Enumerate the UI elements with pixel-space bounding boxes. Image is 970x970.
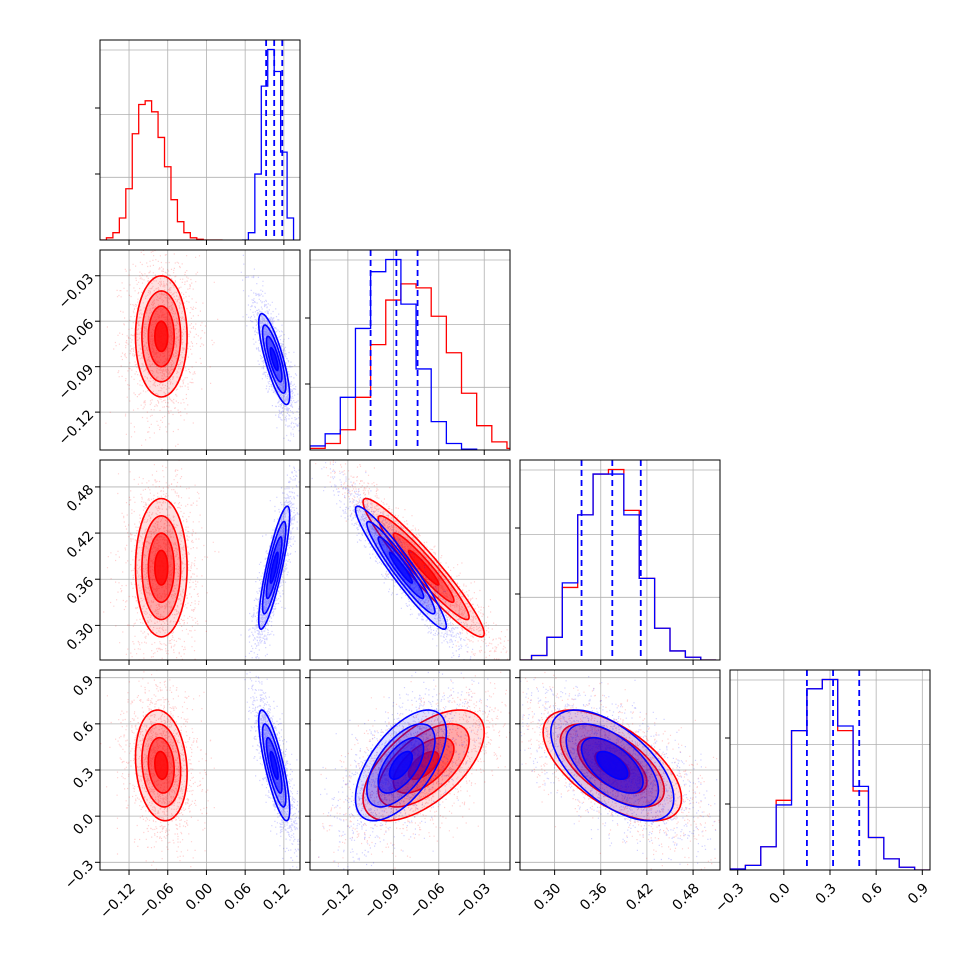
histogram-series-1 [730,678,930,870]
x-tick-label: −0.03 [452,880,494,922]
panel-content [310,460,510,660]
scatter-points-0 [315,460,509,660]
x-tick-label: −0.09 [361,880,403,922]
x-tick-label: 0.06 [222,880,255,913]
panel-content [520,460,720,660]
y-tick-label: 0.9 [70,673,97,700]
panel-content [100,250,300,450]
y-tick-label: 0.0 [70,811,97,838]
x-tick-label: −0.06 [407,880,449,922]
x-tick-label: −0.3 [712,880,747,915]
x-tick-label: 0.9 [905,880,932,907]
panel-content [100,670,300,870]
x-tick-label: 0.6 [859,880,886,907]
panel-content [310,250,510,450]
y-tick-label: −0.06 [56,316,98,358]
histogram-series-1 [310,258,478,450]
y-tick-label: −0.3 [62,857,97,892]
y-tick-label: 0.42 [64,528,97,561]
histogram-series-1 [241,48,295,240]
panel-3-2: 0.30 0.36 0.42 0.48 [515,669,721,914]
x-tick-label: 0.3 [813,880,840,907]
y-tick-label: 0.30 [64,620,97,653]
panel-2-0: 0.30 0.36 0.42 0.48 [64,459,301,665]
panel-frame [309,459,511,661]
x-tick-label: −0.12 [316,880,358,922]
panel-content [100,460,300,660]
panel-content [730,670,930,870]
panel-frame [99,459,301,661]
panel-content [520,670,720,870]
x-tick-label: 0.00 [183,880,216,913]
x-tick-label: −0.12 [97,880,139,922]
contour-level-3-series-0 [153,549,169,586]
scatter-points-1 [240,254,300,442]
histogram-series-0 [310,283,510,450]
x-tick-label: 0.0 [767,880,794,907]
panel-1-1 [305,249,511,455]
panel-3-1: −0.12 −0.09 −0.06 −0.03 [305,669,511,922]
panel-content [100,40,300,240]
y-tick-label: −0.12 [56,407,98,449]
contour-level-3-series-1 [388,750,414,780]
x-tick-label: 0.48 [669,880,702,913]
contour-level-3-series-1 [596,750,629,780]
contour-level-3-series-1 [388,551,414,584]
contour-level-3-series-1 [269,346,279,372]
histogram-series-0 [520,468,717,660]
scatter-points-1 [520,670,720,865]
y-tick-label: −0.03 [56,271,98,313]
x-tick-label: 0.42 [623,880,656,913]
y-tick-label: 0.48 [64,482,97,515]
contour-level-3-series-1 [269,551,279,585]
panel-2-1 [305,459,511,665]
histogram-series-0 [100,100,223,240]
panel-frame [99,39,301,241]
x-tick-label: 0.36 [577,880,610,913]
panel-frame [519,459,721,661]
scatter-points-0 [310,670,510,870]
panel-1-0: −0.12−0.09−0.06−0.03 [56,249,301,455]
panel-3-0: −0.12−0.06 0.00 0.06 0.12 −0.3 0.0 0.3 0.6 0.9 [62,669,301,922]
panel-2-2 [515,459,721,665]
panel-0-0 [95,39,301,245]
contour-level-3-series-1 [269,750,279,780]
panel-content [310,670,510,870]
histogram-series-1 [520,473,717,660]
y-tick-label: 0.6 [70,719,97,746]
x-tick-label: 0.12 [260,880,293,913]
y-tick-label: 0.3 [70,765,97,792]
contour-level-3-series-0 [407,549,440,586]
contour-level-3-series-0 [153,320,169,353]
y-tick-label: −0.09 [56,362,98,404]
scatter-points-1 [240,465,300,659]
panel-frame [99,249,301,451]
scatter-points-0 [103,460,220,660]
x-tick-label: −0.06 [136,880,178,922]
contour-level-3-series-0 [153,750,169,780]
panel-frame [309,249,511,451]
panel-3-3: −0.3 0.0 0.3 0.6 0.9 [712,669,932,916]
x-tick-label: 0.30 [531,880,564,913]
y-tick-label: 0.36 [64,574,97,607]
